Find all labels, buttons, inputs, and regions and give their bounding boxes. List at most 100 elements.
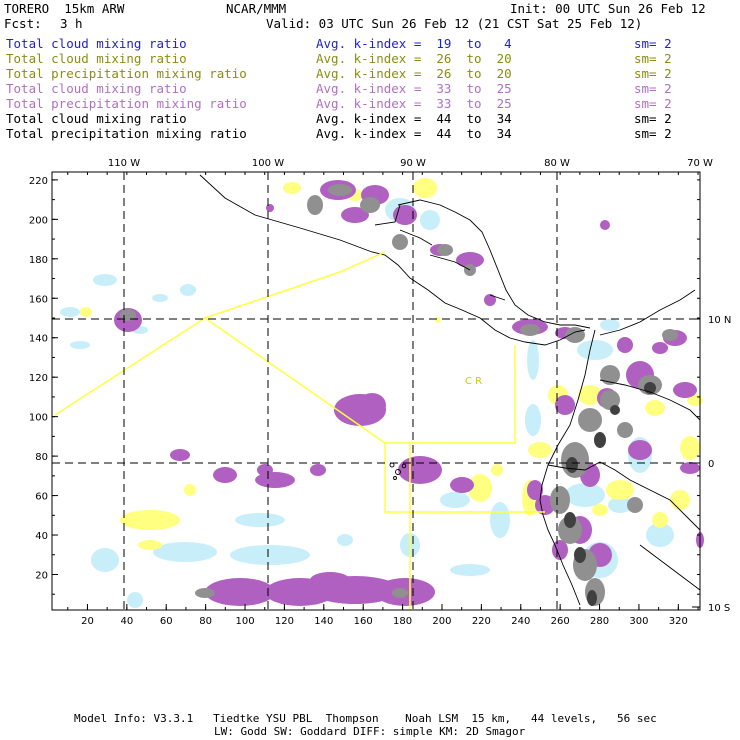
legend-field: Total cloud mixing ratio: [6, 81, 187, 96]
precip-purple: [310, 464, 326, 476]
tick-label: 80 W: [544, 158, 570, 169]
map-frame: [51, 171, 701, 611]
precip-purple: [393, 205, 417, 225]
tick-label: 0: [708, 459, 714, 470]
galapagos-island: [393, 476, 397, 480]
cloud-gray: [437, 244, 453, 256]
colombia-border: [599, 289, 701, 421]
fcst-label: Fcst:: [4, 16, 42, 31]
cloud-lightblue: [60, 307, 80, 317]
tick-label: 60: [35, 492, 48, 503]
cloud-gray: [578, 408, 602, 432]
guatemala-border: [374, 204, 506, 301]
precip-purple: [213, 467, 237, 483]
cloud-yellow: [435, 317, 441, 323]
legend-sm: sm= 2: [634, 126, 672, 141]
legend-kindex: Avg. k-index = 33 to 25: [316, 81, 512, 96]
cloud-yellow: [491, 464, 503, 476]
cloud-lightblue: [608, 497, 632, 513]
tick-label: 280: [590, 616, 609, 627]
precip-purple: [170, 449, 190, 461]
footer-physics-info: LW: Godd SW: Goddard DIFF: simple KM: 2D…: [214, 725, 526, 738]
legend-sm: sm= 2: [634, 111, 672, 126]
precip-purple: [484, 294, 496, 306]
central-america-north-coast: [397, 199, 591, 329]
cloud-lightblue: [152, 294, 168, 302]
cloud-yellow: [670, 490, 690, 510]
legend-kindex: Avg. k-index = 44 to 34: [316, 111, 512, 126]
cloud-lightblue: [127, 592, 143, 608]
cloud-darkgray: [564, 512, 576, 528]
galapagos-island: [401, 463, 407, 469]
tick-label: 40: [120, 616, 133, 627]
tick-label: 200: [432, 616, 451, 627]
cloud-darkgray: [594, 432, 606, 448]
axis-ticks: [52, 172, 701, 610]
cloud-gray: [195, 588, 215, 598]
cloud-yellow: [528, 442, 552, 458]
lat-lon-grid: [52, 172, 700, 610]
precip-purple: [255, 472, 295, 488]
cloud-yellow: [606, 480, 634, 500]
precip-purple: [552, 540, 568, 560]
cloud-lightblue: [337, 534, 353, 546]
org-label: NCAR/MMM: [226, 1, 287, 16]
cloud-darkgray: [574, 547, 586, 563]
cloud-gray: [360, 197, 380, 213]
cloud-lightblue: [93, 274, 117, 286]
precip-purple: [652, 342, 668, 354]
cloud-lightblue: [235, 513, 285, 527]
cloud-yellow: [184, 484, 196, 496]
tick-label: 100: [29, 413, 48, 424]
precip-purple: [600, 220, 610, 230]
cloud-gray: [627, 497, 643, 513]
tick-label: 100 W: [252, 158, 284, 169]
tick-label: 180: [393, 616, 412, 627]
cloud-lightblue: [490, 502, 510, 538]
tick-label: 110 W: [108, 158, 140, 169]
precip-purple: [617, 337, 633, 353]
fcst-value: 3 h: [60, 16, 83, 31]
eez-line: [54, 251, 386, 416]
south-america-coast: [539, 329, 596, 606]
cloud-lightblue: [91, 548, 119, 572]
cloud-gray: [617, 422, 633, 438]
precip-purple: [555, 395, 575, 415]
legend-kindex: Avg. k-index = 26 to 20: [316, 51, 512, 66]
cloud-lightblue: [440, 492, 470, 508]
cloud-yellow: [645, 400, 665, 416]
tick-label: 260: [551, 616, 570, 627]
legend-field: Total cloud mixing ratio: [6, 51, 187, 66]
precip-purple: [628, 440, 652, 460]
cloud-gray: [550, 486, 570, 514]
tick-label: 20: [81, 616, 94, 627]
legend-field: Total cloud mixing ratio: [6, 36, 187, 51]
tick-label: 60: [160, 616, 173, 627]
galapagos-island: [389, 462, 395, 468]
ecuador-peru-border: [547, 461, 701, 531]
footer-model-info: Model Info: V3.3.1 Tiedtke YSU PBL Thomp…: [74, 712, 657, 725]
legend-kindex: Avg. k-index = 26 to 20: [316, 66, 512, 81]
cloud-gray: [307, 195, 323, 215]
legend-field: Total precipitation mixing ratio: [6, 66, 247, 81]
tick-label: 70 W: [687, 158, 713, 169]
cloud-lightblue: [153, 542, 217, 562]
cloud-yellow: [680, 436, 700, 460]
cloud-darkgray: [587, 590, 597, 606]
cloud-yellow: [592, 504, 608, 516]
legend-field: Total cloud mixing ratio: [6, 111, 187, 126]
precip-purple: [680, 462, 700, 474]
precip-purple: [205, 578, 275, 606]
cloud-gray: [565, 327, 585, 343]
tick-label: 240: [511, 616, 530, 627]
cloud-yellow: [413, 178, 437, 198]
tick-label: 140: [314, 616, 333, 627]
forecast-fields: [60, 178, 704, 608]
cloud-lightblue: [230, 545, 310, 565]
legend-kindex: Avg. k-index = 33 to 25: [316, 96, 512, 111]
tick-label: 220: [29, 176, 48, 187]
precip-purple: [456, 252, 484, 268]
cloud-yellow: [138, 540, 162, 550]
cloud-yellow: [652, 512, 668, 528]
